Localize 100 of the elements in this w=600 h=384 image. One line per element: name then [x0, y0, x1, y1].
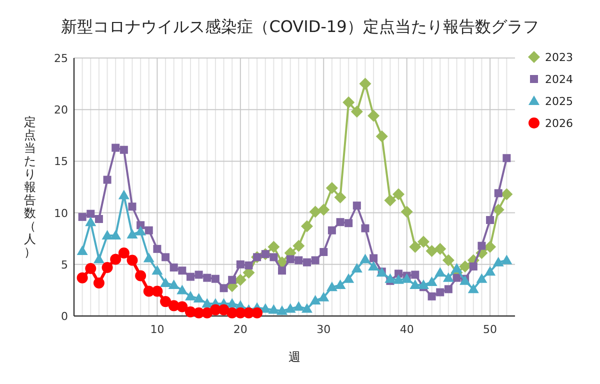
x-tick-label: 10 — [150, 323, 164, 336]
point — [436, 288, 444, 296]
point — [484, 266, 496, 276]
point — [326, 282, 338, 292]
point — [284, 303, 296, 313]
x-axis-title: 週 — [288, 350, 300, 364]
point — [153, 244, 162, 253]
point — [468, 284, 479, 294]
point — [417, 236, 430, 248]
point — [178, 266, 186, 275]
point — [152, 286, 163, 297]
point — [434, 267, 446, 277]
point — [428, 292, 436, 300]
point — [76, 245, 88, 255]
point — [384, 194, 396, 206]
point — [426, 244, 438, 257]
point — [135, 226, 146, 236]
point — [276, 305, 288, 315]
point — [112, 144, 120, 152]
point — [492, 204, 504, 216]
point — [494, 189, 502, 198]
point — [320, 248, 328, 256]
x-tick-label: 30 — [316, 323, 331, 336]
point — [102, 262, 113, 273]
point — [352, 202, 361, 210]
point — [85, 216, 96, 226]
point — [144, 226, 153, 234]
point — [194, 270, 203, 279]
point — [434, 242, 446, 255]
point — [334, 280, 346, 290]
point — [310, 295, 321, 305]
point — [302, 258, 311, 266]
point — [334, 191, 346, 204]
point — [318, 292, 330, 302]
point — [368, 110, 380, 122]
point — [160, 296, 172, 308]
point — [110, 230, 122, 240]
point — [211, 274, 220, 283]
point — [426, 276, 438, 286]
point — [94, 214, 103, 223]
point — [202, 307, 213, 318]
point — [401, 273, 412, 283]
point — [286, 255, 294, 264]
point — [484, 240, 496, 253]
point — [368, 260, 380, 270]
point — [294, 256, 303, 264]
point — [152, 265, 163, 275]
point — [236, 260, 244, 268]
point — [351, 263, 362, 273]
point — [278, 266, 286, 275]
point — [184, 290, 196, 300]
point — [103, 176, 112, 184]
point — [78, 212, 86, 221]
point — [93, 254, 104, 264]
point — [409, 240, 422, 253]
point — [220, 284, 228, 292]
point — [244, 261, 253, 270]
point — [252, 307, 263, 318]
point — [400, 206, 413, 218]
point — [136, 221, 145, 230]
point — [203, 274, 212, 282]
point — [300, 220, 313, 232]
point — [492, 256, 504, 266]
point — [126, 228, 138, 238]
point — [336, 218, 344, 226]
point — [442, 272, 454, 282]
point — [500, 188, 513, 200]
point — [301, 303, 312, 313]
point — [311, 256, 320, 264]
point — [361, 224, 370, 232]
point — [160, 277, 172, 287]
point — [452, 274, 461, 282]
y-tick-label: 10 — [54, 206, 68, 220]
point — [176, 301, 188, 312]
point — [392, 188, 405, 200]
point — [418, 280, 429, 290]
point — [202, 298, 213, 308]
point — [168, 280, 180, 290]
point — [135, 270, 146, 282]
x-tick-label: 20 — [233, 323, 248, 336]
point — [502, 154, 511, 162]
point — [292, 240, 305, 252]
point — [328, 226, 336, 234]
y-tick-label: 20 — [54, 104, 68, 117]
point — [394, 270, 403, 278]
point — [226, 298, 238, 308]
y-tick-label: 25 — [54, 52, 68, 65]
point — [186, 272, 194, 281]
point — [309, 206, 322, 218]
point — [360, 254, 371, 264]
point — [110, 254, 122, 265]
point — [193, 292, 204, 302]
y-tick-label: 15 — [54, 155, 68, 168]
point — [393, 274, 404, 284]
point — [318, 204, 330, 216]
point — [120, 146, 128, 154]
point — [359, 78, 372, 90]
point — [126, 254, 138, 266]
point — [442, 254, 454, 266]
x-tick-label: 50 — [483, 323, 498, 336]
